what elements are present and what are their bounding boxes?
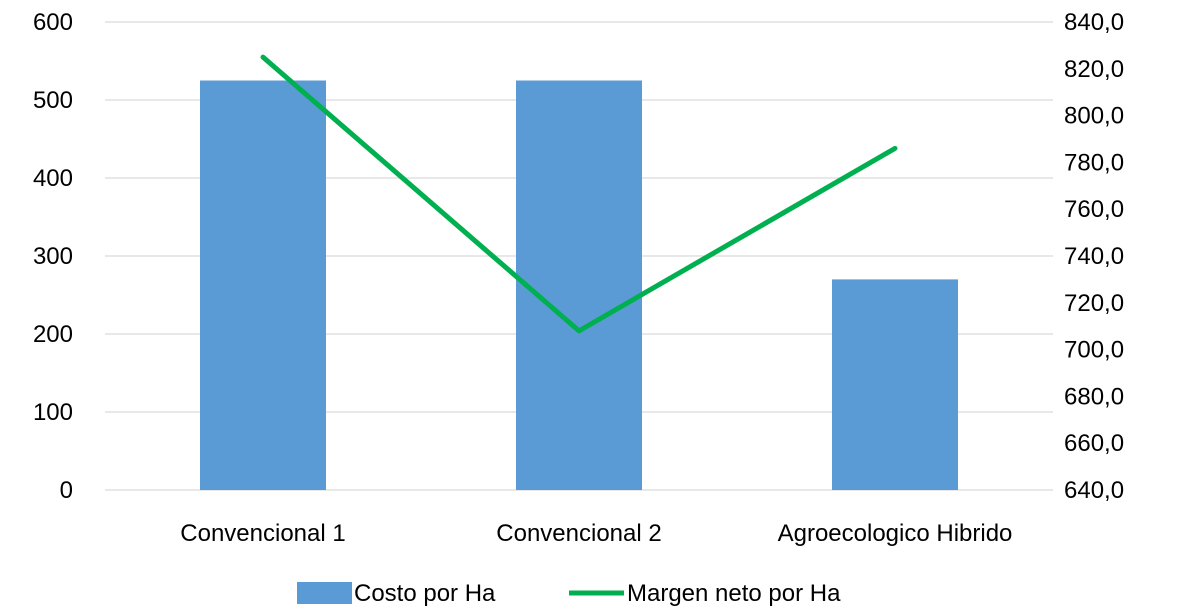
left-tick-label: 200 xyxy=(33,321,73,348)
category-label-convencional-2: Convencional 2 xyxy=(496,520,661,547)
legend-swatch-bar xyxy=(297,582,352,604)
category-labels: Convencional 1 Convencional 2 Agroecologic… xyxy=(180,520,1012,547)
right-tick-label: 720,0 xyxy=(1064,290,1124,317)
right-tick-label: 680,0 xyxy=(1064,383,1124,410)
right-tick-label: 840,0 xyxy=(1064,9,1124,36)
line-series-margen-neto-por-ha xyxy=(260,54,898,334)
bar-convencional-2 xyxy=(516,80,642,490)
legend-label-line: Margen neto por Ha xyxy=(627,580,841,607)
category-label-convencional-1: Convencional 1 xyxy=(180,520,345,547)
left-axis-ticks: 0 100 200 300 400 500 600 xyxy=(33,9,73,504)
left-tick-label: 0 xyxy=(60,477,73,504)
legend: Costo por Ha Margen neto por Ha xyxy=(297,580,841,607)
legend-label-bar: Costo por Ha xyxy=(354,580,496,607)
left-tick-label: 500 xyxy=(33,87,73,114)
bar-agroecologico-hibrido xyxy=(832,279,958,490)
left-tick-label: 300 xyxy=(33,243,73,270)
bar-series-costo-por-ha xyxy=(200,80,958,490)
right-tick-label: 780,0 xyxy=(1064,149,1124,176)
left-tick-label: 100 xyxy=(33,399,73,426)
bar-convencional-1 xyxy=(200,80,326,490)
right-axis-ticks: 640,0 660,0 680,0 700,0 720,0 740,0 760,0 780,0… xyxy=(1064,9,1124,504)
right-tick-label: 660,0 xyxy=(1064,430,1124,457)
right-tick-label: 760,0 xyxy=(1064,196,1124,223)
left-tick-label: 400 xyxy=(33,165,73,192)
right-tick-label: 740,0 xyxy=(1064,243,1124,270)
right-tick-label: 800,0 xyxy=(1064,103,1124,130)
right-tick-label: 820,0 xyxy=(1064,56,1124,83)
right-tick-label: 640,0 xyxy=(1064,477,1124,504)
category-label-agroecologico-hibrido: Agroecologico Hibrido xyxy=(778,520,1013,547)
left-tick-label: 600 xyxy=(33,9,73,36)
right-tick-label: 700,0 xyxy=(1064,337,1124,364)
line-path xyxy=(260,54,898,334)
